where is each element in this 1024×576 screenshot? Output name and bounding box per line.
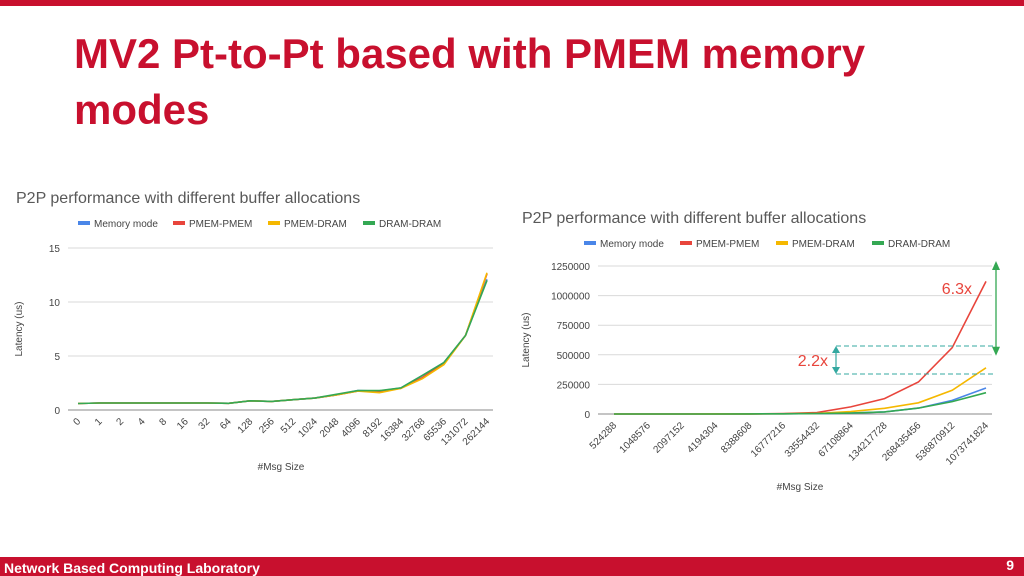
chart2-x-tick-label: 2097152 <box>651 420 687 456</box>
chart1-y-tick-label: 15 <box>49 244 61 255</box>
chart1-x-tick-label: 512 <box>279 416 299 436</box>
slide-title: MV2 Pt-to-Pt based with PMEM memory mode… <box>74 30 866 133</box>
chart1-x-tick-label: 64 <box>218 416 234 432</box>
chart1-legend-label: Memory mode <box>94 219 158 230</box>
chart2-x-tick-label: 4194304 <box>685 420 721 456</box>
chart1-x-tick-label: 16 <box>175 416 191 432</box>
chart2-x-tick-label: 33554432 <box>783 420 823 460</box>
chart2-series-line-pmem-dram <box>614 367 987 415</box>
footer-bar: Network Based Computing Laboratory 9 <box>0 557 1024 576</box>
chart2-arrow-2x-head-up <box>832 346 840 353</box>
chart1-legend-swatch <box>173 221 185 225</box>
chart2-y-tick-label: 250000 <box>557 380 591 391</box>
chart2-x-tick-label: 1048576 <box>618 420 654 456</box>
chart2-legend-swatch <box>584 241 596 245</box>
chart1-y-tick-label: 5 <box>54 352 60 363</box>
chart1-x-tick-label: 256 <box>257 416 277 436</box>
chart1-series-line-pmem-pmem <box>77 273 488 405</box>
chart2-series-line-pmem-pmem <box>614 281 987 415</box>
chart2-legend-swatch <box>680 241 692 245</box>
chart2-legend-swatch <box>872 241 884 245</box>
chart2-annotation-6-3x: 6.3x <box>942 281 972 298</box>
chart2-x-axis-title: #Msg Size <box>777 482 824 493</box>
chart1-x-tick-label: 4096 <box>339 416 363 440</box>
chart1-x-tick-label: 8 <box>158 416 170 428</box>
chart2-arrow-6x-head-up <box>992 261 1000 270</box>
chart1-title: P2P performance with different buffer al… <box>16 190 361 207</box>
chart2-arrow-6x-head-down <box>992 346 1000 356</box>
chart2-legend-label: PMEM-DRAM <box>792 239 855 250</box>
chart2-y-axis-title: Latency (us) <box>521 312 532 367</box>
chart1-x-tick-label: 2 <box>114 416 126 428</box>
footer-lab-name: Network Based Computing Laboratory <box>4 560 260 576</box>
chart2-title: P2P performance with different buffer al… <box>522 210 867 227</box>
chart1-y-tick-label: 0 <box>54 406 60 417</box>
chart1-legend-swatch <box>363 221 375 225</box>
chart2-legend-swatch <box>776 241 788 245</box>
chart2-annotation-2-2x: 2.2x <box>798 353 828 370</box>
chart1-x-tick-label: 1024 <box>296 416 320 440</box>
chart1-y-tick-label: 10 <box>49 298 61 309</box>
chart2-series-line-dram-dram <box>614 391 987 415</box>
chart1-x-tick-label: 4 <box>136 416 148 428</box>
top-accent-bar <box>0 0 1024 6</box>
chart1-series-line-pmem-dram <box>77 272 488 405</box>
chart2-y-tick-label: 0 <box>584 410 590 421</box>
chart2-y-tick-label: 1000000 <box>551 292 590 303</box>
chart2-legend-label: Memory mode <box>600 239 664 250</box>
chart1-y-axis-title: Latency (us) <box>14 301 25 356</box>
chart1-x-tick-label: 32768 <box>400 416 428 444</box>
chart1-x-tick-label: 128 <box>236 416 256 436</box>
chart1-x-tick-label: 0 <box>71 416 83 428</box>
chart1-x-tick-label: 2048 <box>318 416 342 440</box>
chart1-series-line-memory-mode <box>77 279 488 405</box>
chart2-x-tick-label: 524288 <box>588 420 620 452</box>
chart1-x-tick-label: 32 <box>197 416 213 432</box>
chart1-x-axis-title: #Msg Size <box>258 462 305 473</box>
chart1-legend-label: DRAM-DRAM <box>379 219 441 230</box>
chart2-legend-label: DRAM-DRAM <box>888 239 950 250</box>
chart2-y-tick-label: 750000 <box>557 321 591 332</box>
page-number: 9 <box>1006 557 1014 573</box>
chart2-series-line-memory-mode <box>614 387 987 415</box>
chart2-legend-label: PMEM-PMEM <box>696 239 759 250</box>
chart1-legend-swatch <box>78 221 90 225</box>
chart2-y-tick-label: 500000 <box>557 351 591 362</box>
chart1-x-tick-label: 16384 <box>379 416 407 444</box>
chart2-x-tick-label: 16777216 <box>749 420 789 460</box>
chart1-series-line-dram-dram <box>77 280 488 405</box>
chart1-x-tick-label: 1 <box>93 416 105 428</box>
chart2-arrow-2x-head-down <box>832 367 840 374</box>
chart1-legend-swatch <box>268 221 280 225</box>
chart1-latency-small: Memory mode PMEM-PMEM PMEM-DRAM DRAM-DRAM 0 5… <box>14 219 493 473</box>
chart1-legend-label: PMEM-PMEM <box>189 219 252 230</box>
chart2-y-tick-label: 1250000 <box>551 262 590 273</box>
chart2-latency-large: Memory mode PMEM-PMEM PMEM-DRAM DRAM-DRAM 0 2… <box>521 239 1000 493</box>
chart1-legend-label: PMEM-DRAM <box>284 219 347 230</box>
